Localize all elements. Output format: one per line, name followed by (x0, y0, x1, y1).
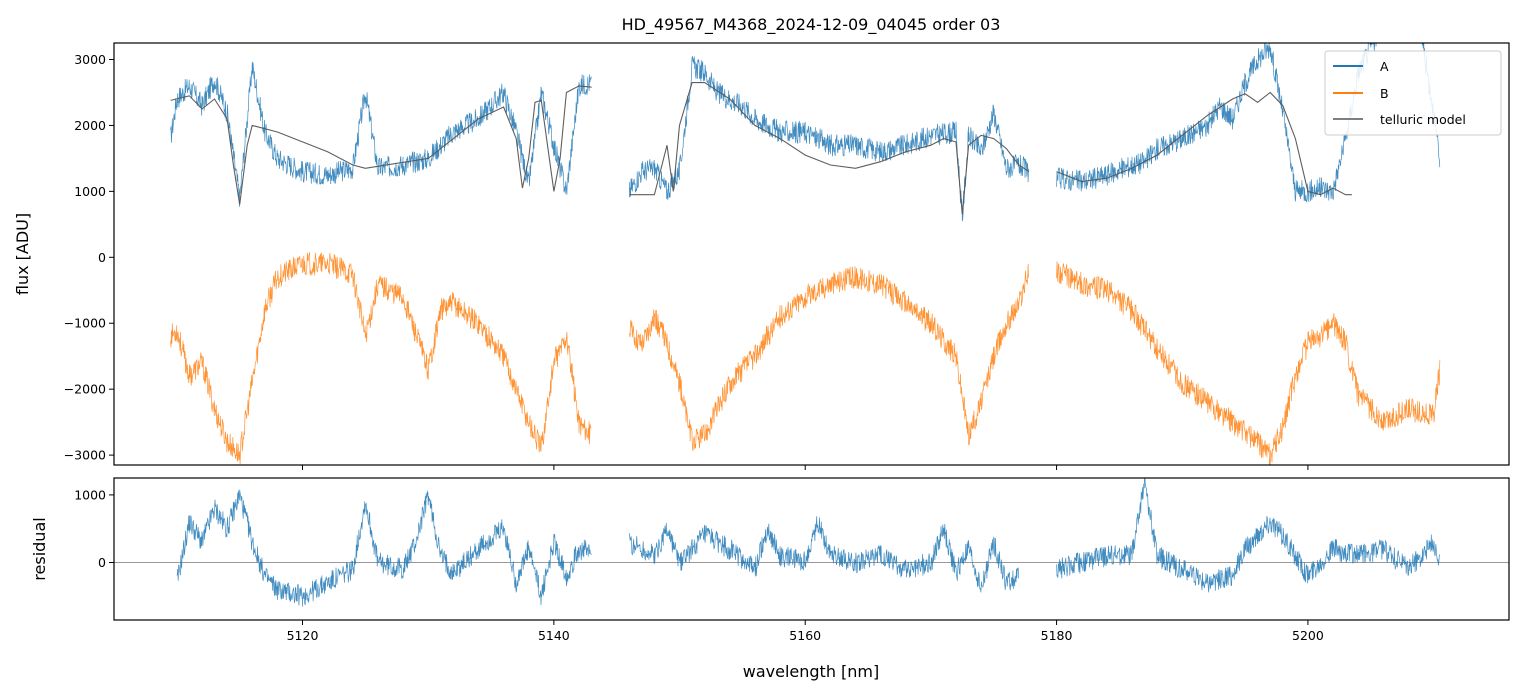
main-ytick-label: 0 (98, 250, 106, 265)
y-axis-label-flux: flux [ADU] (13, 213, 32, 295)
residual-line (176, 478, 1441, 607)
main-ytick-label: −1000 (64, 316, 106, 331)
residual-xtick-label: 5140 (538, 628, 570, 643)
main-panel-frame (113, 42, 1510, 466)
legend-label-b: B (1380, 86, 1389, 101)
x-axis-label: wavelength [nm] (743, 662, 880, 681)
series-telluric-model-line (170, 82, 1352, 215)
main-ytick-label: −3000 (64, 448, 106, 463)
residual-xtick-label: 5160 (789, 628, 821, 643)
series-b-line (170, 252, 1441, 465)
main-ytick-label: −2000 (64, 382, 106, 397)
main-ytick-label: 1000 (74, 184, 106, 199)
residual-ytick-label: 0 (98, 555, 106, 570)
legend-box (1324, 50, 1502, 136)
main-ytick-label: 3000 (74, 52, 106, 67)
main-ytick-label: 2000 (74, 118, 106, 133)
y-axis-label-residual: residual (30, 517, 49, 580)
legend: A B telluric model (1324, 50, 1502, 136)
series-a-line (170, 43, 1441, 222)
main-panel-axes: 3000 2000 1000 0 −1000 −2000 −3000 (64, 52, 1309, 470)
chart-title: HD_49567_M4368_2024-12-09_04045 order 03 (622, 15, 1001, 35)
legend-label-a: A (1380, 59, 1389, 74)
residual-ytick-label: 1000 (74, 487, 106, 502)
residual-xtick-label: 5120 (287, 628, 319, 643)
residual-panel-axes: 1000 0 5120 5140 5160 5180 5200 (74, 487, 1324, 643)
main-panel-series (170, 43, 1441, 465)
legend-label-telluric-model: telluric model (1380, 112, 1466, 127)
residual-xtick-label: 5180 (1041, 628, 1073, 643)
residual-panel-frame (113, 477, 1510, 621)
residual-xtick-label: 5200 (1292, 628, 1324, 643)
residual-panel-series (114, 478, 1509, 607)
